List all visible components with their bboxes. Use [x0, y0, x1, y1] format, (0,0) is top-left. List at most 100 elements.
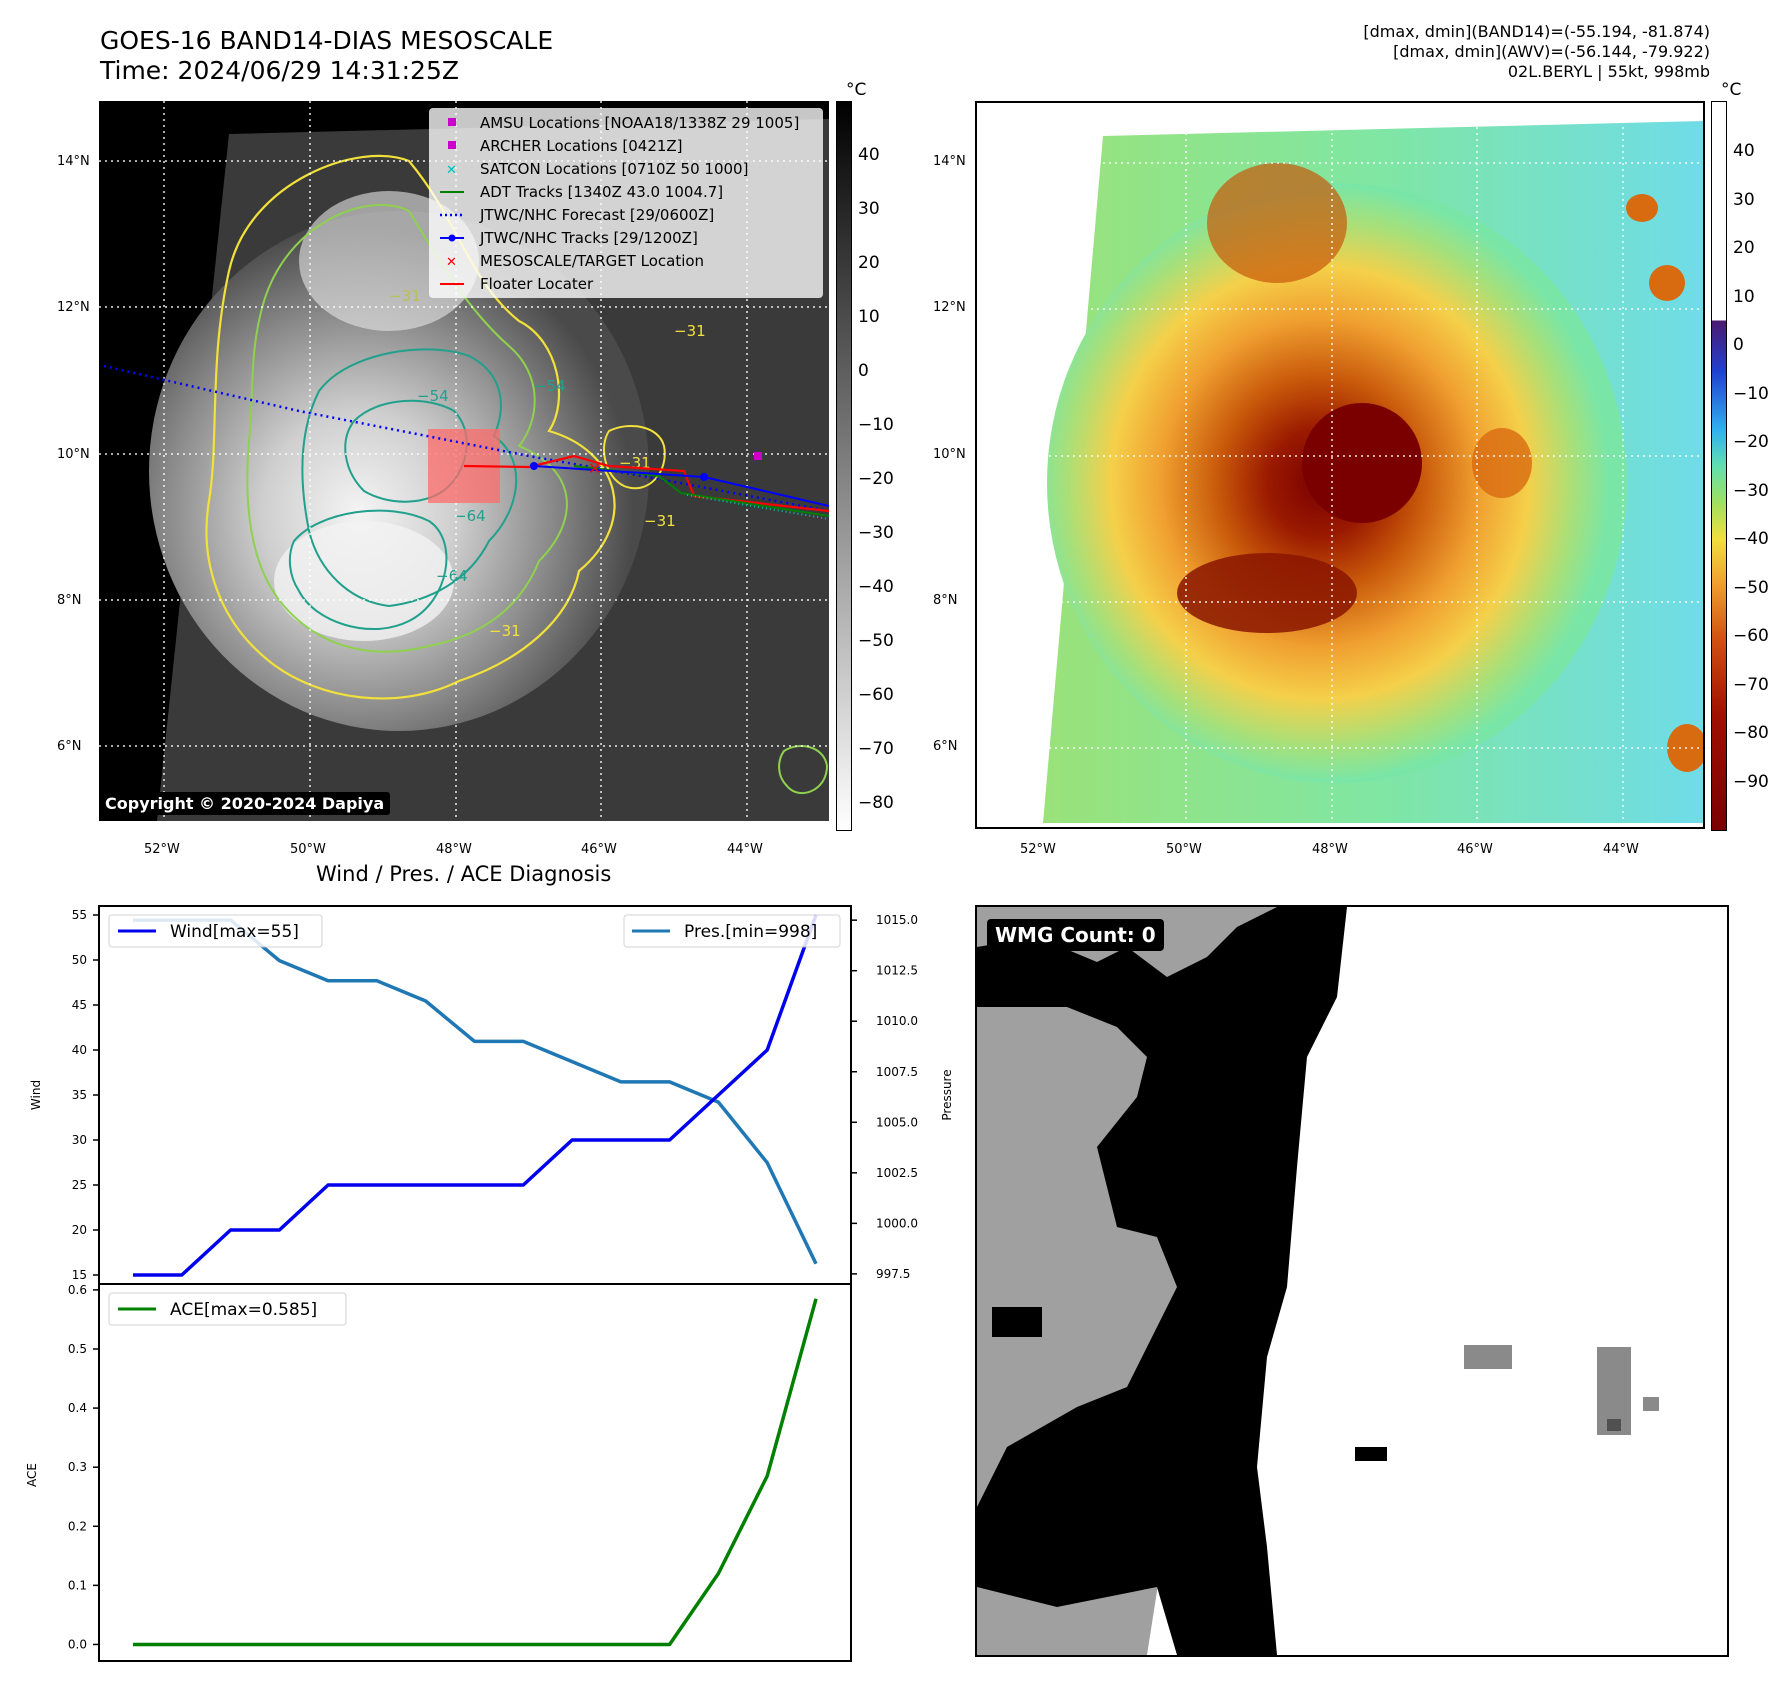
pressure-tick-label: 1007.5 — [876, 1065, 918, 1079]
wind-tick-label: 35 — [72, 1088, 87, 1102]
lat-label: 6°N — [933, 739, 958, 754]
ace-legend-label: ACE[max=0.585] — [170, 1300, 317, 1320]
pressure-axis-label: Pressure — [940, 1069, 954, 1120]
chart-title: GOES-16 BAND14-DIAS MESOSCALE Time: 2024… — [100, 26, 553, 86]
lat-label: 12°N — [933, 300, 966, 315]
legend-forecast: JTWC/NHC Forecast [29/0600Z] — [479, 206, 714, 224]
legend-amsu: AMSU Locations [NOAA18/1338Z 29 1005] — [480, 114, 799, 132]
pressure-tick-label: 1015.0 — [876, 913, 918, 927]
colorbar-tick: −40 — [1733, 529, 1769, 549]
awv-outer-cell — [1472, 428, 1532, 498]
pressure-tick-label: 997.5 — [876, 1267, 910, 1281]
legend-nhc-tracks: JTWC/NHC Tracks [29/1200Z] — [479, 229, 698, 247]
contour-label: −54 — [417, 387, 449, 405]
series-lines — [133, 915, 816, 1645]
info-line-2: [dmax, dmin](AWV)=(-56.144, -79.922) — [1363, 42, 1710, 62]
colorbar-tick: −50 — [858, 631, 894, 651]
diagnosis-title: Wind / Pres. / ACE Diagnosis — [316, 862, 611, 886]
colorbar-tick: −10 — [858, 415, 894, 435]
ir-map-panel: −31 −31 −31 −54 −54 −64 −64 −31 −31 ✕ — [99, 101, 829, 821]
pressure-tick-label: 1002.5 — [876, 1166, 918, 1180]
pressure-ticks: 1015.01012.51010.01007.51005.01002.51000… — [851, 913, 918, 1281]
wmg-gray-patch — [1464, 1345, 1512, 1369]
wind-tick-label: 50 — [72, 953, 87, 967]
colorbar-tick: 0 — [858, 361, 869, 381]
legend-target: MESOSCALE/TARGET Location — [480, 252, 704, 270]
wind-tick-label: 45 — [72, 998, 87, 1012]
colorbar-tick: 20 — [1733, 238, 1755, 258]
lon-label: 50°W — [290, 842, 326, 857]
awv-cell — [1626, 194, 1658, 222]
wind-line — [133, 915, 816, 1275]
lat-label: 14°N — [933, 154, 966, 169]
wind-tick-label: 25 — [72, 1178, 87, 1192]
diagnosis-chart: 555045403530252015 1015.01012.51010.0100… — [0, 895, 960, 1670]
pressure-tick-label: 1005.0 — [876, 1115, 918, 1129]
colorbar-tick: 20 — [858, 253, 880, 273]
pressure-tick-label: 1012.5 — [876, 964, 918, 978]
colorbar-tick: −70 — [1733, 675, 1769, 695]
colorbar-tick: −50 — [1733, 578, 1769, 598]
lon-label: 50°W — [1166, 842, 1202, 857]
left-colorbar-unit: °C — [846, 80, 866, 100]
ace-tick-label: 0.4 — [68, 1401, 87, 1415]
ace-axis-label: ACE — [25, 1463, 39, 1487]
contour-label: −31 — [389, 287, 421, 305]
wind-legend: Wind[max=55] — [109, 915, 322, 947]
ace-tick-label: 0.6 — [68, 1283, 87, 1297]
legend-adt: ADT Tracks [1340Z 43.0 1004.7] — [480, 183, 723, 201]
nhc-track-point — [700, 473, 708, 481]
legend-floater: Floater Locater — [480, 275, 594, 293]
lat-label: 6°N — [57, 739, 82, 754]
colorbar-tick: 30 — [858, 199, 880, 219]
ace-legend: ACE[max=0.585] — [109, 1293, 346, 1325]
wind-tick-label: 55 — [72, 908, 87, 922]
target-marker: ✕ — [588, 459, 601, 478]
colorbar-tick: −10 — [1733, 384, 1769, 404]
contour-label: −31 — [644, 512, 676, 530]
colorbar-tick: −90 — [1733, 772, 1769, 792]
legend-satcon: SATCON Locations [0710Z 50 1000] — [480, 160, 748, 178]
wind-tick-label: 15 — [72, 1268, 87, 1282]
pressure-legend: Pres.[min=998] — [624, 915, 840, 947]
colorbar-tick: −60 — [858, 685, 894, 705]
ace-tick-label: 0.5 — [68, 1342, 87, 1356]
lon-label: 46°W — [1457, 842, 1493, 857]
contour-label: −54 — [534, 377, 566, 395]
wmg-gray-patch — [1643, 1397, 1659, 1411]
colorbar-tick: 40 — [858, 145, 880, 165]
wind-tick-label: 30 — [72, 1133, 87, 1147]
lat-label: 8°N — [57, 593, 82, 608]
right-colorbar — [1711, 101, 1727, 831]
lon-label: 46°W — [581, 842, 617, 857]
colorbar-tick: −80 — [1733, 723, 1769, 743]
contour-label: −64 — [436, 567, 468, 585]
amsu-marker — [754, 452, 762, 460]
lon-label: 52°W — [144, 842, 180, 857]
colorbar-tick: 10 — [1733, 287, 1755, 307]
lat-label: 14°N — [57, 154, 90, 169]
wmg-dark-patch — [1607, 1419, 1621, 1431]
contour-label: −64 — [454, 507, 486, 525]
title-line-2: Time: 2024/06/29 14:31:25Z — [100, 56, 553, 86]
contour-label: −31 — [489, 622, 521, 640]
wmg-black-patch — [992, 1307, 1042, 1337]
right-colorbar-unit: °C — [1721, 80, 1741, 100]
info-line-3: 02L.BERYL | 55kt, 998mb — [1363, 62, 1710, 82]
legend-archer: ARCHER Locations [0421Z] — [480, 137, 683, 155]
colorbar-tick: −20 — [858, 469, 894, 489]
wind-tick-label: 40 — [72, 1043, 87, 1057]
wmg-black-patch — [1355, 1447, 1387, 1461]
colorbar-tick: 0 — [1733, 335, 1744, 355]
ace-tick-label: 0.0 — [68, 1637, 87, 1651]
pressure-line — [133, 920, 816, 1264]
colorbar-tick: −30 — [1733, 481, 1769, 501]
awv-south-band — [1177, 553, 1357, 633]
lon-label: 44°W — [1603, 842, 1639, 857]
nhc-track-point — [530, 462, 538, 470]
ace-tick-label: 0.3 — [68, 1460, 87, 1474]
map-legend: AMSU Locations [NOAA18/1338Z 29 1005] AR… — [429, 108, 823, 298]
colorbar-tick: −20 — [1733, 432, 1769, 452]
lon-label: 48°W — [436, 842, 472, 857]
awv-north-band — [1207, 163, 1347, 283]
